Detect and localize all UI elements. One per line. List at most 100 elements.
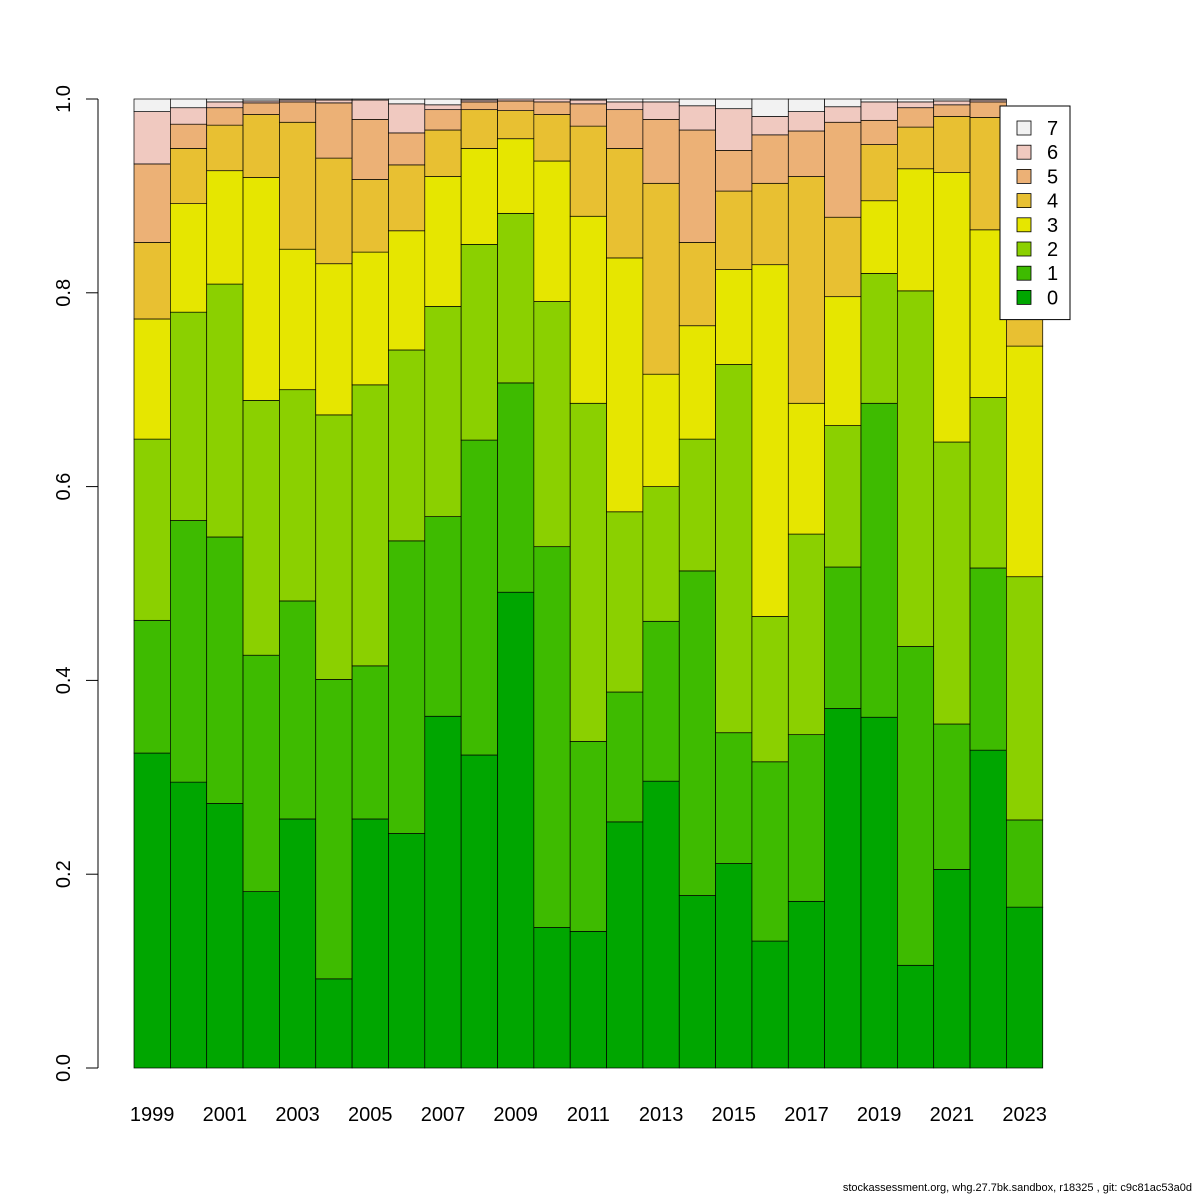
bar-2014-age-2 <box>678 438 716 572</box>
bar-2006-age-2 <box>388 349 426 542</box>
legend-label-3: 3 <box>1047 215 1058 237</box>
bar-2015-age-4 <box>715 190 753 270</box>
bar-2002-age-2 <box>242 400 280 656</box>
bar-2014-age-7 <box>678 98 716 107</box>
bar-2012-age-7 <box>606 98 644 103</box>
bar-2006-age-0 <box>388 833 426 1069</box>
bar-2020-age-5 <box>896 107 935 128</box>
bar-2012-age-1 <box>606 691 644 823</box>
x-tick-label: 1999 <box>130 1104 175 1126</box>
bar-2006-age-4 <box>388 164 426 232</box>
bar-2020-age-6 <box>896 101 935 109</box>
bar-2004-age-2 <box>315 414 353 680</box>
bar-2005-age-7 <box>351 98 389 101</box>
bar-2004-age-5 <box>315 102 353 159</box>
bar-2021-age-7 <box>933 98 971 102</box>
bar-2013-age-4 <box>642 182 680 375</box>
bar-2010-age-3 <box>533 160 571 302</box>
bar-2021-age-2 <box>933 441 971 725</box>
bar-2013-age-6 <box>642 101 680 120</box>
bar-2021-age-4 <box>933 116 971 173</box>
bar-1999-age-5 <box>133 163 171 243</box>
bar-2005-age-0 <box>351 818 389 1069</box>
bar-2001-age-4 <box>206 124 244 172</box>
bar-2017-age-3 <box>787 402 825 535</box>
y-tick-label: 0.4 <box>53 666 75 694</box>
bar-2004-age-0 <box>315 978 353 1069</box>
bars-group <box>133 98 1044 1069</box>
bar-2016-age-1 <box>751 761 789 942</box>
bar-2008-age-3 <box>460 148 498 245</box>
bar-2009-age-2 <box>497 212 535 384</box>
bar-2004-age-1 <box>315 679 353 980</box>
bar-2007-age-1 <box>424 516 462 717</box>
bar-2006-age-6 <box>388 103 426 134</box>
bar-2019-age-4 <box>860 144 898 202</box>
x-tick-label: 2001 <box>203 1104 248 1126</box>
legend-label-1: 1 <box>1047 263 1058 285</box>
bar-2015-age-6 <box>715 108 753 151</box>
bar-2011-age-5 <box>569 103 607 127</box>
bar-2001-age-2 <box>206 283 244 538</box>
legend-swatch-3 <box>1016 217 1032 233</box>
bar-2006-age-5 <box>388 132 426 166</box>
bar-2011-age-0 <box>569 931 607 1069</box>
bar-2020-age-0 <box>896 964 935 1069</box>
bar-2017-age-2 <box>787 533 825 736</box>
legend-label-0: 0 <box>1047 287 1058 309</box>
bar-2001-age-0 <box>206 803 244 1069</box>
bar-2015-age-7 <box>715 98 753 110</box>
bar-2005-age-1 <box>351 665 389 820</box>
bar-2019-age-1 <box>860 402 898 718</box>
bar-2008-age-5 <box>460 101 498 111</box>
bar-1999-age-6 <box>133 111 171 165</box>
bar-2013-age-1 <box>642 620 680 782</box>
bar-2019-age-6 <box>860 101 898 121</box>
bar-2007-age-3 <box>424 176 462 307</box>
bar-1999-age-7 <box>133 98 171 112</box>
legend-label-5: 5 <box>1047 166 1058 188</box>
bar-2016-age-2 <box>751 616 789 763</box>
x-tick-label: 2017 <box>784 1104 829 1126</box>
x-tick-label: 2005 <box>348 1104 393 1126</box>
bar-2003-age-1 <box>279 600 317 820</box>
bar-2018-age-7 <box>824 98 862 108</box>
bar-2007-age-0 <box>424 715 462 1069</box>
bar-2007-age-5 <box>424 109 462 131</box>
bar-2001-age-7 <box>206 98 244 103</box>
y-tick-label: 0.2 <box>53 860 75 888</box>
bar-2012-age-6 <box>606 101 644 111</box>
bar-2004-age-7 <box>315 98 353 101</box>
x-tick-label: 2007 <box>421 1104 466 1126</box>
bar-2020-age-4 <box>896 126 935 170</box>
bar-2000-age-2 <box>170 311 208 521</box>
bar-2006-age-3 <box>388 230 426 351</box>
bar-2013-age-5 <box>642 118 680 184</box>
bar-2003-age-7 <box>279 98 317 101</box>
bar-2021-age-0 <box>933 869 971 1069</box>
bar-2012-age-2 <box>606 511 644 693</box>
bar-2018-age-5 <box>824 121 862 218</box>
bar-2022-age-1 <box>969 567 1007 751</box>
x-tick-label: 2019 <box>857 1104 902 1126</box>
bar-2000-age-5 <box>170 123 208 149</box>
bar-2011-age-4 <box>569 125 607 217</box>
bar-2004-age-6 <box>315 99 353 104</box>
bar-2016-age-0 <box>751 940 789 1069</box>
bar-2000-age-4 <box>170 148 208 204</box>
bar-2023-age-2 <box>1006 576 1044 821</box>
bar-2002-age-4 <box>242 114 280 178</box>
bar-2012-age-5 <box>606 109 644 149</box>
bar-2020-age-7 <box>896 98 935 103</box>
bar-2014-age-1 <box>678 570 716 896</box>
bar-2017-age-6 <box>787 111 825 132</box>
bar-2001-age-1 <box>206 536 244 804</box>
bar-1999-age-4 <box>133 242 171 320</box>
bar-2003-age-3 <box>279 248 317 391</box>
bar-2001-age-3 <box>206 170 244 285</box>
bar-2020-age-2 <box>896 290 935 647</box>
bar-2013-age-0 <box>642 780 680 1069</box>
bar-2007-age-7 <box>424 98 462 106</box>
y-tick-label: 0.8 <box>53 279 75 307</box>
